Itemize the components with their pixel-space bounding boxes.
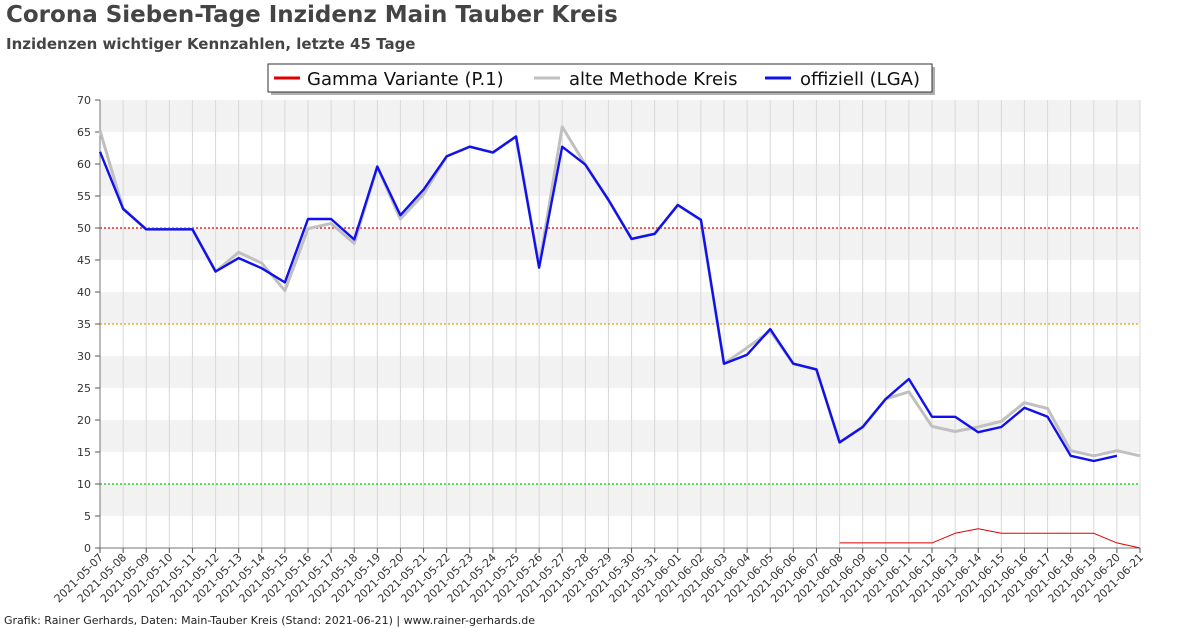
grid-band <box>100 356 1140 388</box>
grid-band <box>100 516 1140 548</box>
chart-subtitle: Inzidenzen wichtiger Kennzahlen, letzte … <box>6 35 416 53</box>
y-tick-label: 35 <box>77 318 91 331</box>
grid-band <box>100 132 1140 164</box>
y-tick-label: 0 <box>84 542 91 555</box>
y-tick-label: 65 <box>77 126 91 139</box>
grid-band <box>100 164 1140 196</box>
legend: Gamma Variante (P.1) alte Methode Kreis of… <box>267 63 935 95</box>
x-axis-ticks: 2021-05-072021-05-082021-05-092021-05-10… <box>52 548 1146 605</box>
y-tick-label: 25 <box>77 382 91 395</box>
background-bands <box>100 100 1140 548</box>
grid-band <box>100 292 1140 324</box>
y-tick-label: 50 <box>77 222 91 235</box>
grid-band <box>100 228 1140 260</box>
y-tick-label: 15 <box>77 446 91 459</box>
y-tick-label: 40 <box>77 286 91 299</box>
grid-band <box>100 452 1140 484</box>
y-tick-label: 60 <box>77 158 91 171</box>
grid-band <box>100 388 1140 420</box>
grid-band <box>100 100 1140 132</box>
y-axis-ticks: 0 5 10 15 20 25 30 35 40 45 50 55 60 65 70 <box>77 94 100 555</box>
y-tick-label: 45 <box>77 254 91 267</box>
series-lines <box>98 125 1141 549</box>
legend-box <box>267 63 933 93</box>
y-tick-label: 55 <box>77 190 91 203</box>
grid-band <box>100 484 1140 516</box>
y-tick-label: 5 <box>84 510 91 523</box>
grid-band <box>100 324 1140 356</box>
legend-label: alte Methode Kreis <box>569 69 737 90</box>
footer-credit: Grafik: Rainer Gerhards, Daten: Main-Tau… <box>4 614 536 627</box>
grid-band <box>100 196 1140 228</box>
series-line-offiziell-lga <box>98 135 1118 463</box>
legend-label: Gamma Variante (P.1) <box>307 69 504 90</box>
threshold-lines <box>100 227 1140 485</box>
series-line-gamma-variante-p-1 <box>839 528 1141 549</box>
y-tick-label: 10 <box>77 478 91 491</box>
y-tick-label: 20 <box>77 414 91 427</box>
y-tick-label: 30 <box>77 350 91 363</box>
chart-title: Corona Sieben-Tage Inzidenz Main Tauber … <box>6 2 618 28</box>
y-tick-label: 70 <box>77 94 91 107</box>
legend-label: offiziell (LGA) <box>800 69 920 90</box>
